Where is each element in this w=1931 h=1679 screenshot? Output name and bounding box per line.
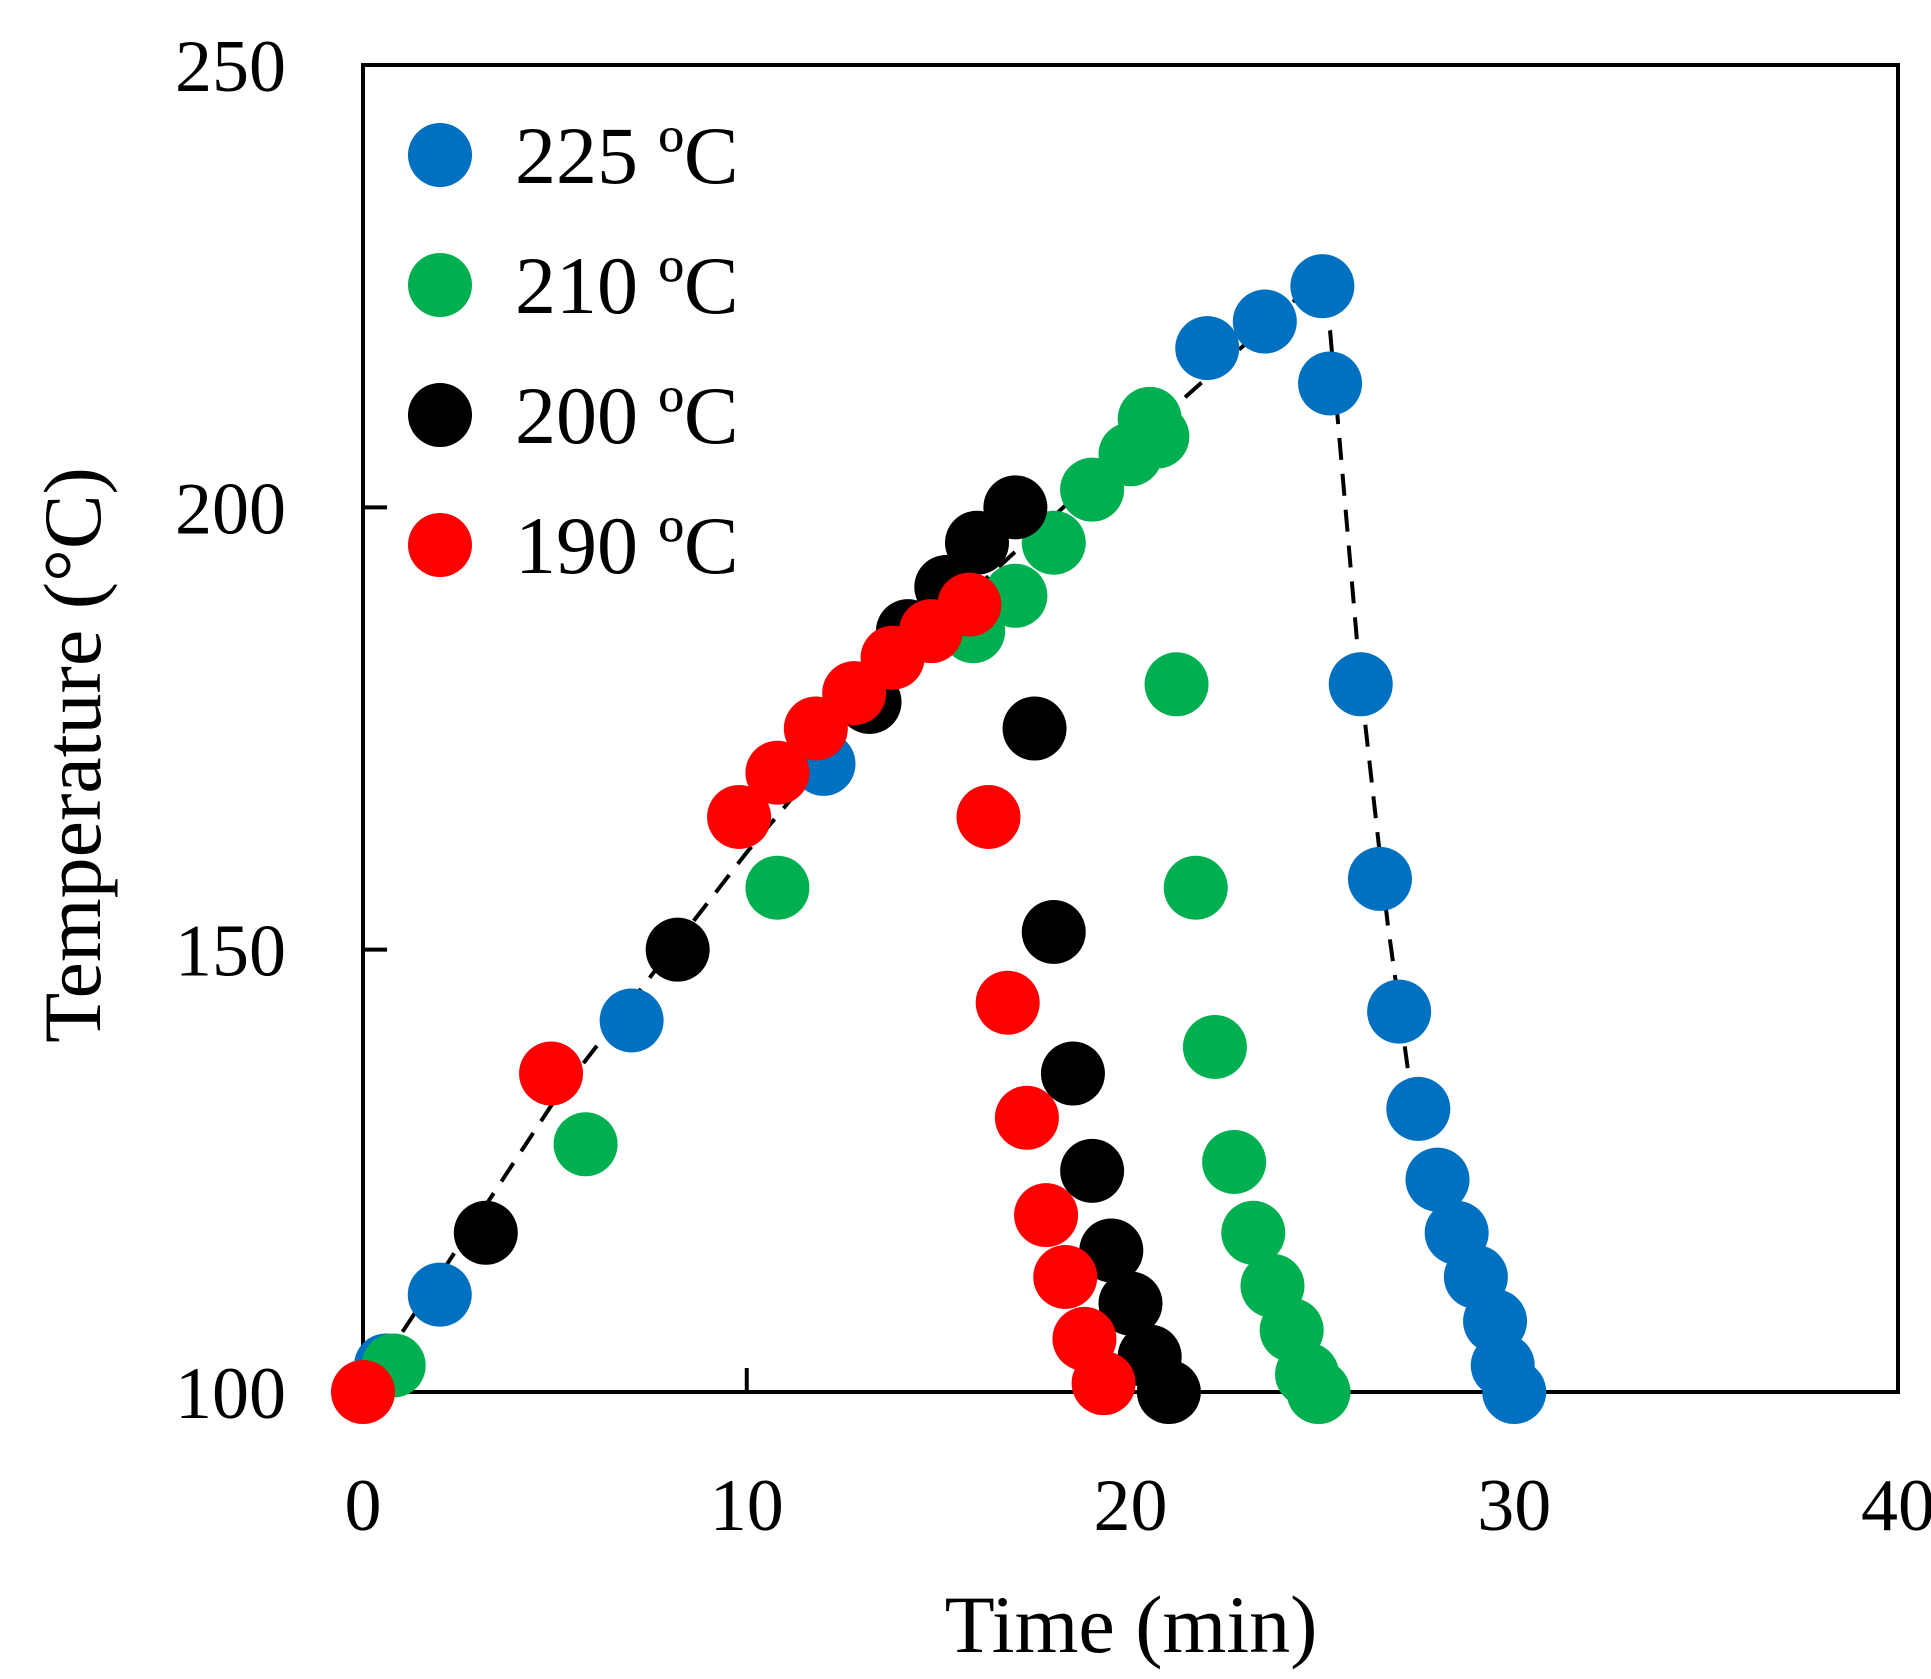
legend-marker-200c — [408, 383, 472, 447]
point-200c — [1002, 696, 1067, 761]
point-225c — [1328, 652, 1393, 717]
point-210c — [1202, 1129, 1267, 1194]
point-200c — [1040, 1041, 1105, 1106]
tick-labels: 0 10 20 30 40 100 150 200 250 — [175, 26, 1931, 1547]
y-axis-title: Temperature (°C) — [27, 467, 118, 1043]
data-points — [331, 254, 1547, 1424]
point-200c — [983, 475, 1048, 540]
legend-marker-210c — [408, 253, 472, 317]
point-225c — [599, 988, 664, 1053]
point-210c — [1286, 1360, 1351, 1424]
point-225c — [1386, 1076, 1451, 1141]
point-200c — [1060, 1138, 1125, 1203]
point-200c — [645, 917, 710, 982]
legend-label-190c: 190 ºC — [515, 500, 739, 591]
point-190c — [975, 970, 1040, 1035]
point-200c — [1136, 1360, 1201, 1424]
legend-marker-190c — [408, 513, 472, 577]
y-tick-label: 200 — [175, 468, 286, 550]
point-225c — [1175, 316, 1240, 381]
point-210c — [1221, 1200, 1286, 1265]
point-190c — [745, 740, 810, 805]
point-210c — [1144, 652, 1209, 717]
point-225c — [1482, 1360, 1547, 1424]
y-tick-label: 150 — [175, 911, 286, 993]
point-225c — [1367, 979, 1432, 1044]
legend: 225 ºC 210 ºC 200 ºC 190 ºC — [408, 110, 739, 591]
point-190c — [956, 784, 1021, 849]
point-210c — [1163, 855, 1228, 920]
point-190c — [1033, 1244, 1098, 1309]
point-225c — [1232, 289, 1297, 354]
x-tick-label: 30 — [1477, 1465, 1551, 1547]
point-225c — [1298, 351, 1363, 416]
legend-label-200c: 200 ºC — [515, 370, 739, 461]
point-190c — [331, 1360, 395, 1424]
point-200c — [1021, 899, 1086, 964]
legend-label-225c: 225 ºC — [515, 110, 739, 201]
point-200c — [1098, 1271, 1163, 1336]
y-tick-label: 100 — [175, 1353, 286, 1435]
y-tick-label: 250 — [175, 26, 286, 108]
point-190c — [519, 1041, 584, 1106]
point-190c — [1014, 1183, 1079, 1248]
point-225c — [1347, 846, 1412, 911]
point-190c — [707, 784, 772, 849]
point-225c — [1290, 254, 1355, 319]
point-190c — [994, 1085, 1059, 1150]
x-tick-label: 20 — [1094, 1465, 1168, 1547]
point-210c — [1182, 1014, 1247, 1079]
x-axis-title: Time (min) — [945, 1579, 1318, 1670]
point-190c — [1071, 1351, 1136, 1416]
legend-label-210c: 210 ºC — [515, 240, 739, 331]
point-190c — [937, 572, 1002, 637]
x-tick-label: 40 — [1861, 1465, 1931, 1547]
point-200c — [453, 1200, 518, 1265]
x-tick-label: 0 — [345, 1465, 382, 1547]
legend-marker-225c — [408, 123, 472, 187]
point-210c — [745, 855, 810, 920]
x-tick-label: 10 — [710, 1465, 784, 1547]
point-210c — [1125, 404, 1190, 469]
point-210c — [553, 1112, 618, 1177]
point-225c — [1405, 1147, 1470, 1212]
point-225c — [407, 1262, 472, 1327]
